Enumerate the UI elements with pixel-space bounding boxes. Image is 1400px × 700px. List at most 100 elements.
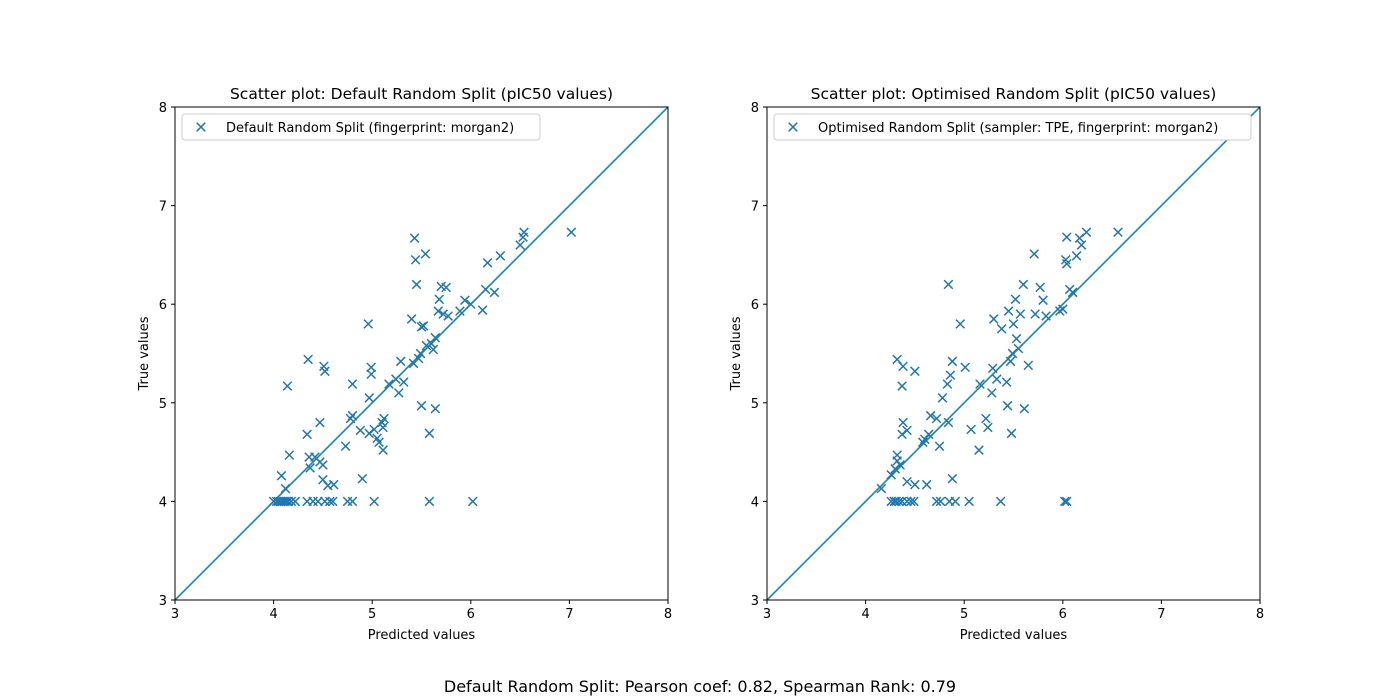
y-tick-label: 6 — [159, 298, 167, 313]
data-point — [876, 483, 887, 494]
data-point — [363, 319, 374, 329]
data-point — [328, 479, 339, 490]
data-point — [886, 469, 897, 480]
data-point — [996, 324, 1007, 334]
data-point — [313, 496, 323, 507]
chart-panel-2: 3 4 5 6 7 8 3 4 5 6 7 8 Scatter plot: Optimised Rand… — [729, 85, 1264, 643]
data-point — [937, 393, 948, 403]
data-point — [1113, 227, 1123, 238]
data-point — [347, 410, 358, 421]
data-point — [931, 413, 942, 424]
data-point — [1010, 294, 1021, 305]
data-point — [1038, 295, 1048, 306]
data-point — [943, 279, 954, 290]
data-point — [991, 374, 1002, 384]
data-point — [327, 496, 338, 507]
x-tick-label: 5 — [368, 607, 376, 622]
data-point — [986, 388, 997, 398]
y-axis-label: True values — [729, 316, 744, 391]
data-point — [931, 496, 942, 507]
data-point — [290, 496, 301, 507]
data-point — [340, 441, 351, 452]
data-point — [467, 496, 478, 507]
data-point — [318, 460, 328, 470]
data-point — [955, 319, 966, 329]
data-point — [1018, 279, 1029, 290]
data-point — [364, 393, 375, 403]
data-point — [892, 450, 902, 460]
legend-label: Optimised Random Split (sampler: TPE, fi… — [818, 121, 1218, 136]
data-point — [1071, 251, 1082, 261]
data-point — [276, 470, 287, 481]
data-point — [378, 445, 388, 455]
y-tick-label: 6 — [751, 298, 759, 313]
legend: Optimised Random Split (sampler: TPE, fi… — [773, 113, 1252, 141]
data-point — [975, 379, 985, 389]
data-point — [379, 413, 389, 424]
x-tick-label: 3 — [763, 607, 771, 622]
data-point — [898, 361, 908, 372]
scatter-series — [876, 227, 1123, 507]
x-tick-label: 7 — [1157, 607, 1165, 622]
data-point — [1005, 356, 1016, 367]
data-point — [433, 306, 444, 316]
data-point — [947, 473, 958, 484]
data-point — [1067, 287, 1078, 298]
x-tick-label: 6 — [467, 607, 475, 622]
data-point — [1029, 249, 1040, 259]
y-tick-label: 8 — [159, 101, 167, 116]
data-point — [305, 463, 315, 473]
x-tick-label: 6 — [1059, 607, 1067, 622]
data-point — [374, 437, 384, 448]
data-point — [974, 445, 984, 455]
data-point — [426, 338, 437, 349]
data-point — [465, 299, 476, 310]
data-point — [935, 496, 946, 507]
y-tick-label: 8 — [751, 101, 759, 116]
data-point — [489, 287, 500, 298]
data-point — [418, 321, 429, 331]
y-tick-label: 4 — [159, 495, 167, 510]
data-point — [945, 370, 956, 381]
data-point — [424, 496, 435, 507]
chart-title: Scatter plot: Optimised Random Split (pI… — [811, 85, 1217, 103]
data-point — [950, 496, 961, 507]
x-tick-label: 8 — [664, 607, 672, 622]
data-point — [1011, 333, 1022, 344]
data-point — [455, 306, 465, 316]
legend: Default Random Split (fingerprint: morga… — [181, 113, 541, 141]
data-point — [320, 496, 330, 507]
data-point — [347, 379, 358, 389]
data-point — [910, 479, 920, 490]
data-point — [283, 496, 294, 507]
data-point — [410, 254, 421, 265]
data-point — [324, 496, 335, 507]
data-point — [910, 366, 920, 377]
data-point — [424, 428, 435, 439]
data-point — [366, 362, 377, 373]
data-point — [1015, 309, 1026, 319]
data-point — [1035, 282, 1045, 293]
data-point — [983, 422, 993, 433]
x-tick-label: 5 — [960, 607, 968, 622]
data-point — [279, 496, 290, 507]
data-point — [398, 377, 409, 387]
data-point — [1061, 258, 1072, 269]
x-axis-label: Predicted values — [368, 628, 476, 643]
y-tick-label: 3 — [751, 594, 759, 609]
data-point — [280, 483, 291, 494]
data-point — [420, 249, 431, 259]
data-point — [1059, 496, 1070, 507]
data-point — [1041, 311, 1051, 321]
data-point — [942, 379, 953, 389]
data-point — [286, 496, 297, 507]
data-point — [434, 294, 445, 305]
data-point — [355, 425, 366, 436]
data-point — [995, 496, 1006, 507]
data-point — [384, 379, 394, 389]
data-point — [495, 251, 506, 261]
data-point — [898, 417, 908, 428]
data-point — [1076, 240, 1087, 250]
y-axis-label: True values — [137, 316, 152, 391]
data-point — [902, 476, 912, 487]
